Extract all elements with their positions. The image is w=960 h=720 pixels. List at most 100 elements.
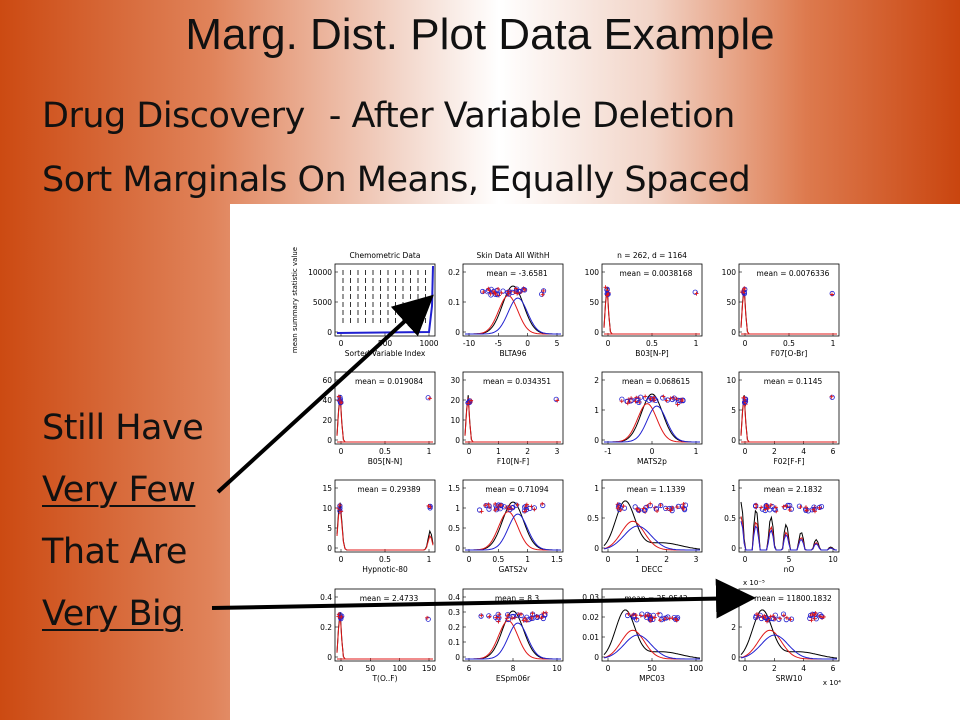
plot-panel-7: MATS2p -1 0 1 0 1 2 mean = 0.068615 [594,371,703,466]
x-axis-label: ESpm06r [496,674,531,683]
data-point-red [488,291,493,296]
x-tick-label: 5 [555,339,560,348]
y-tick-label: 40 [322,396,332,405]
x-tick-label: 1 [496,447,501,456]
y-tick-label: 10 [726,376,736,385]
data-point-red [522,509,527,514]
data-point-red [652,615,657,620]
x-tick-label: 0 [467,447,472,456]
x-tick-label: 0 [743,339,748,348]
x-tick-label: 1000 [419,339,438,348]
data-point-red [504,616,509,621]
y-tick-label: 4 [731,593,736,602]
data-point-red [339,614,344,619]
data-point-blue [660,395,666,401]
y-tick-label: 0.3 [448,608,460,617]
data-point-blue [763,503,769,509]
data-point-red [539,615,544,620]
density-curve-blue [465,513,561,551]
y-tick-label: 0 [594,544,599,553]
data-point-red [768,614,773,619]
x-tick-label: -5 [495,339,503,348]
data-point-blue [635,507,641,513]
density-curve-red [336,507,434,551]
x-tick-label: 1.5 [551,555,563,564]
x-tick-label: 3 [555,447,560,456]
y-tick-label: 0 [455,544,460,553]
x-tick-label: 6 [467,664,472,673]
y-tick-label: 0 [594,436,599,445]
y-tick-label: 50 [726,298,736,307]
density-curve-red [604,403,700,443]
y-tick-label: 30 [450,376,460,385]
y-tick-label: 0 [731,544,736,553]
x-tick-label: 1 [427,555,432,564]
x-axis-label: SRW10 [776,674,803,683]
x-tick-label: 100 [689,664,704,673]
x-axis-label: MPC03 [639,674,665,683]
x-tick-label: 1 [427,447,432,456]
data-point-red [540,292,545,297]
data-point-blue [788,506,795,512]
data-point-blue [553,396,559,402]
plot-panel-13: T(O..F) 0 50 100 150 0 0.2 0.4 mean = 2.4733 [320,588,436,683]
y-tick-label: 0 [327,436,332,445]
subtitle-line-1: Drug Discovery - After Variable Deletion [42,96,735,136]
data-point-blue [634,397,640,404]
data-point-red [664,506,669,511]
plot-panel-3: n = 262, d = 1164 B03[N-P] 0 0.5 1 0 50 100 mean… [585,251,703,358]
data-point-red [337,503,342,508]
data-point-red [633,613,638,618]
data-point-red [469,398,474,403]
data-point-red [641,506,646,511]
data-point-red [498,502,503,507]
data-point-blue [505,616,511,623]
data-point-red [809,618,814,623]
plot-frame [738,371,840,445]
data-point-red [621,504,626,509]
data-point-red [540,501,545,506]
x-tick-label: -1 [604,447,612,456]
data-point-red [798,505,803,510]
x-axis-label: B05[N-N] [368,457,403,466]
y-tick-label: 15 [322,484,332,493]
data-point-red [754,502,759,507]
data-point-red [656,611,661,616]
x-axis-label: F02[F-F] [773,457,804,466]
data-point-red [762,613,767,618]
x-tick-label: 1 [635,555,640,564]
data-point-red [818,614,823,619]
x-tick-label: 0 [339,339,344,348]
data-point-red [781,504,786,509]
x-tick-label: 0 [743,555,748,564]
data-point-red [773,505,778,510]
mean-label: mean = 0.1145 [764,377,823,386]
data-point-blue [767,507,773,513]
x-tick-label: 8 [511,664,516,673]
data-point-red [605,293,610,298]
data-point-red [512,615,517,620]
data-point-red [830,292,835,297]
subtitle-part-b: - After Variable Deletion [328,96,736,136]
data-point-red [479,613,484,618]
data-point-red [681,501,686,506]
plot-panel-2: Skin Data All WithH BLTA96 -10 -5 0 5 0 0.1 0.2 m… [448,251,564,358]
mean-label: mean = 0.0076336 [757,269,830,278]
data-point-red [505,613,510,618]
x-tick-label: 1 [525,555,530,564]
x-tick-label: 0.5 [492,555,504,564]
data-point-red [493,508,498,513]
data-point-red [522,287,527,292]
data-point-blue [615,504,622,510]
data-point-blue [642,507,648,513]
mean-label: mean = 11800.1832 [754,594,832,603]
x-tick-label: 3 [694,555,699,564]
data-point-red [788,617,793,622]
y-tick-label: 60 [322,376,332,385]
x-axis-label: T(O..F) [371,674,397,683]
data-point-blue [624,612,631,619]
density-curve-blue [603,634,700,660]
data-point-red [555,398,560,403]
x-tick-label: 2 [664,555,669,564]
data-point-red [765,504,770,509]
